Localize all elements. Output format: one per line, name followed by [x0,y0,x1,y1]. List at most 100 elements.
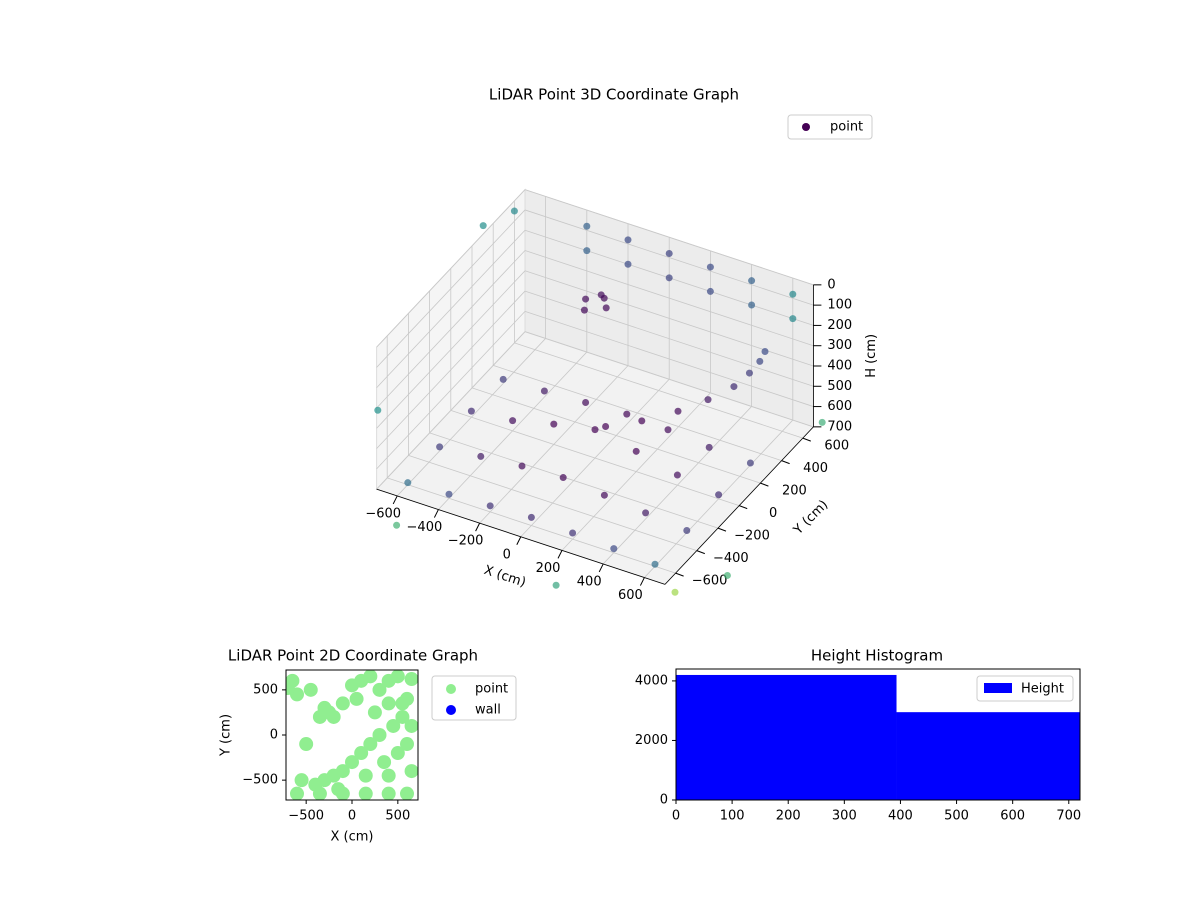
legend-label: Height [1021,682,1064,697]
axes-frame [675,668,1081,801]
point [582,399,590,407]
grid-line [376,209,526,368]
z-tick-label: 400 [827,358,852,373]
point [818,418,826,426]
grid-line [376,331,526,490]
point [335,696,350,711]
x-axis-label: X (cm) [482,563,528,591]
bar [676,674,897,800]
x-tick [639,577,645,586]
point [624,260,632,268]
point [789,290,797,298]
x-tick-label: 400 [577,574,602,589]
point [704,396,712,404]
point [642,509,650,517]
grid-line [376,290,526,449]
x-tick-label: 600 [1000,809,1025,824]
point [363,670,378,684]
z-tick-label: 700 [827,419,852,434]
y-tick [675,572,684,577]
point [723,571,731,579]
point [486,502,494,510]
x-tick [475,522,481,532]
legend-marker [446,684,456,694]
point [756,357,764,365]
point [286,681,295,696]
grid-line [524,250,814,347]
point [671,588,679,596]
point [664,426,672,434]
y-tick [696,550,705,555]
z-tick-label: 0 [827,277,835,292]
grid-line [450,410,740,506]
point [591,426,599,434]
z-tick-label: 200 [827,318,852,333]
y-tick-label: −200 [734,529,770,544]
y-tick-label: 600 [824,439,849,454]
point [390,670,405,684]
point [390,746,405,761]
point [527,513,535,521]
point [745,369,753,377]
chart-title: LiDAR Point 2D Coordinate Graph [228,647,478,665]
point [600,294,608,302]
point [436,443,444,451]
point [651,560,659,568]
point [705,443,713,451]
point [303,682,318,697]
point [404,672,418,687]
legend-box [976,675,1074,702]
point [363,737,378,752]
point [345,755,359,770]
point [569,529,577,537]
z-tick-label: 300 [827,338,852,353]
point [381,696,396,711]
point [367,705,382,720]
point [509,417,517,425]
x-tick-label: −200 [448,534,484,549]
grid-line [471,387,761,484]
grid-line [524,209,814,306]
points [286,670,418,800]
point [673,471,681,479]
point [372,682,387,697]
point [632,447,640,455]
point [789,315,797,323]
grid-line [387,477,676,574]
x-tick-label: 200 [536,561,561,576]
point [559,474,567,482]
x-tick [392,495,398,505]
grid-line [376,250,526,409]
point [386,718,401,733]
y-tick [802,437,811,442]
y-tick [781,460,790,465]
point [683,527,691,535]
point [372,728,387,742]
x-tick-label: 600 [618,588,643,603]
grid-line [376,270,526,429]
x-tick [598,563,604,573]
y-tick-label: 2000 [635,733,668,748]
point [761,347,769,355]
y-tick-label: 0 [769,506,777,521]
point [299,737,314,752]
x-tick-label: 300 [832,809,857,824]
point [580,306,588,314]
point [358,768,373,783]
point [499,375,507,383]
chart-title: LiDAR Point 3D Coordinate Graph [489,86,739,104]
x-tick-label: −600 [365,506,401,521]
legend-box [431,675,517,721]
point [746,459,754,467]
x-tick-label: 500 [944,809,969,824]
point [715,491,723,499]
x-tick-label: 500 [385,809,410,824]
y-tick-label: −600 [692,574,728,589]
point [400,737,414,752]
point [583,247,591,255]
y-axis-label: Y (cm) [219,714,234,757]
chart-title: Height Histogram [811,647,943,665]
y-tick [717,527,727,532]
y-tick [760,482,769,487]
